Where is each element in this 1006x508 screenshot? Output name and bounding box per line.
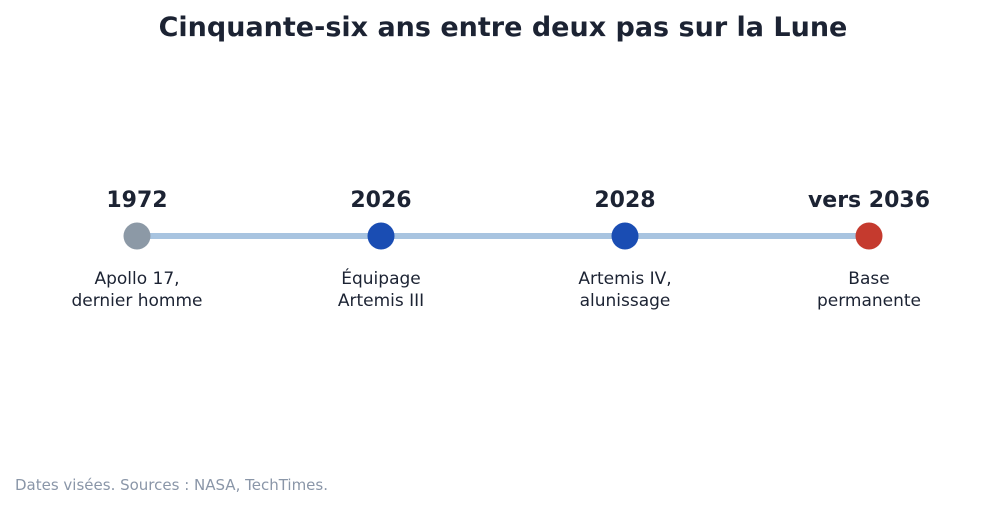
event-label: Base permanente: [817, 269, 921, 311]
source-footnote: Dates visées. Sources : NASA, TechTimes.: [15, 476, 328, 494]
event-label-line: Artemis IV,: [578, 269, 671, 289]
event-label-line: Équipage: [341, 267, 421, 289]
event-marker: [123, 222, 151, 250]
event-label-line: Base: [848, 269, 889, 289]
event-date: 2028: [594, 188, 655, 213]
event-label-line: Artemis III: [338, 291, 424, 311]
event-label-line: permanente: [817, 291, 921, 311]
event-label-line: alunissage: [580, 291, 671, 311]
event-label: Équipage Artemis III: [338, 267, 424, 311]
event-date: 2026: [350, 188, 411, 213]
event-date: vers 2036: [808, 188, 930, 213]
event-label: Artemis IV, alunissage: [578, 269, 671, 311]
event-date: 1972: [106, 188, 167, 213]
event-label-line: Apollo 17,: [94, 269, 179, 289]
event-marker: [855, 222, 883, 250]
event-marker: [611, 222, 639, 250]
event-label-line: dernier homme: [71, 291, 202, 311]
event-marker: [367, 222, 395, 250]
chart-title: Cinquante-six ans entre deux pas sur la …: [158, 12, 848, 43]
event-label: Apollo 17, dernier homme: [71, 269, 202, 311]
